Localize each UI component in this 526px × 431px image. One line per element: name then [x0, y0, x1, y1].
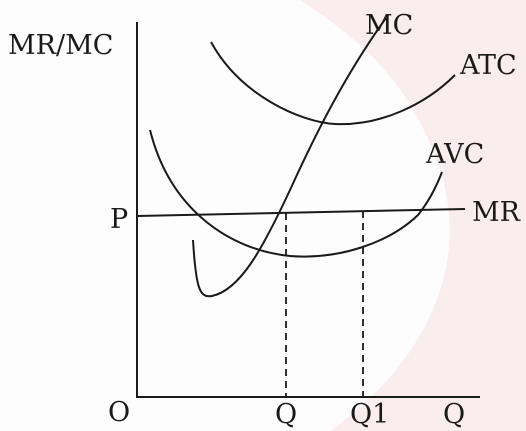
- mr-line: [136, 208, 466, 217]
- avc-label: AVC: [425, 139, 484, 170]
- atc-label: ATC: [459, 50, 517, 81]
- price-label: P: [110, 204, 128, 235]
- x-axis-label: Q: [443, 399, 465, 430]
- y-axis-label: MR/MC: [8, 30, 113, 61]
- avc-curve: [149, 129, 443, 258]
- watermark-shape: [300, 0, 526, 431]
- atc-curve: [210, 41, 456, 126]
- origin-label: O: [108, 397, 130, 428]
- mr-label: MR: [472, 197, 521, 228]
- mc-label: MC: [365, 10, 413, 41]
- q1-tick-label: Q1: [350, 399, 389, 430]
- q-tick-label: Q: [275, 399, 297, 430]
- mc-curve: [192, 17, 387, 298]
